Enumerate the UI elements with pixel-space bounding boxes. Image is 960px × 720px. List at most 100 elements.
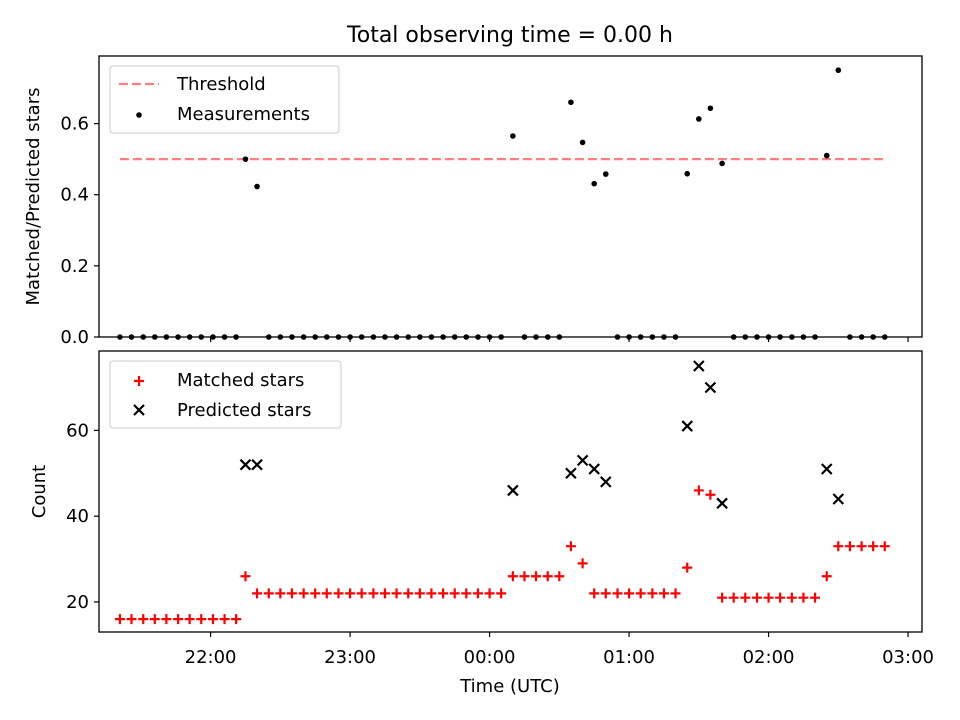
matched-star-point xyxy=(775,592,786,603)
matched-star-point xyxy=(589,588,600,599)
legend-predicted-swatch xyxy=(133,404,145,416)
matched-star-point xyxy=(286,588,297,599)
predicted-star-point xyxy=(251,458,263,471)
ratio-y-tick-label: 0.6 xyxy=(60,114,89,135)
measurement-point xyxy=(707,105,714,112)
count-legend-frame xyxy=(109,360,342,429)
matched-star-point xyxy=(184,614,195,625)
chart-title: Total observing time = 0.00 h xyxy=(346,23,673,48)
matched-star-point xyxy=(321,588,332,599)
matched-star-point xyxy=(356,588,367,599)
x-tick-label: 01:00 xyxy=(603,647,655,668)
matched-star-point xyxy=(670,588,681,599)
matched-star-point xyxy=(531,571,542,582)
matched-star-point xyxy=(705,489,716,500)
matched-star-point xyxy=(310,588,321,599)
count-y-tick-label: 40 xyxy=(66,506,89,527)
predicted-star-point xyxy=(565,467,577,480)
predicted-star-point xyxy=(681,420,694,432)
predicted-star-point xyxy=(704,381,717,394)
measurement-point xyxy=(719,160,725,167)
matched-star-point xyxy=(161,614,172,625)
matched-star-point xyxy=(647,588,658,599)
matched-star-point xyxy=(333,588,344,599)
matched-star-point xyxy=(379,588,390,599)
matched-star-point xyxy=(461,588,472,599)
count-panel: 20 40 60 Count Matched stars Predicted sta… xyxy=(29,350,923,633)
matched-stars-series xyxy=(114,485,890,625)
matched-star-point xyxy=(624,588,635,599)
matched-star-point xyxy=(231,614,242,625)
ratio-y-tick-label: 0.4 xyxy=(60,185,89,206)
matched-star-point xyxy=(833,541,844,552)
predicted-star-point xyxy=(693,360,705,372)
predicted-star-point xyxy=(599,476,612,488)
matched-star-point xyxy=(868,541,879,552)
matched-star-point xyxy=(565,541,576,552)
matched-star-point xyxy=(298,588,309,599)
matched-star-point xyxy=(403,588,414,599)
matched-star-point xyxy=(635,588,646,599)
matched-star-point xyxy=(519,571,530,582)
count-panel-frame xyxy=(98,350,923,633)
matched-star-point xyxy=(740,592,751,603)
matched-star-point xyxy=(844,541,855,552)
predicted-star-point xyxy=(239,458,252,471)
x-tick-label: 23:00 xyxy=(324,647,376,668)
x-tick-label: 02:00 xyxy=(743,647,795,668)
matched-star-point xyxy=(856,541,867,552)
matched-star-point xyxy=(449,588,460,599)
matched-star-point xyxy=(682,562,693,573)
matched-star-point xyxy=(798,592,809,603)
matched-star-point xyxy=(138,614,149,625)
predicted-star-point xyxy=(820,463,833,475)
predicted-star-point xyxy=(588,463,600,475)
legend-matched-swatch xyxy=(134,376,144,386)
matched-star-point xyxy=(149,614,160,625)
x-axis-ticks: 22:00 23:00 00:00 01:00 02:00 03:00 xyxy=(185,337,934,668)
ratio-legend: Threshold Measurements xyxy=(109,65,340,134)
matched-star-point xyxy=(496,588,507,599)
matched-star-point xyxy=(728,592,739,603)
matched-star-point xyxy=(219,614,230,625)
matched-star-point xyxy=(368,588,379,599)
measurement-point xyxy=(823,152,830,159)
matched-star-point xyxy=(554,571,565,582)
matched-star-point xyxy=(426,588,437,599)
predicted-stars-series xyxy=(239,360,845,510)
x-tick-label: 22:00 xyxy=(185,647,237,668)
matched-star-point xyxy=(751,592,762,603)
count-y-tick-label: 20 xyxy=(66,592,89,613)
matched-star-point xyxy=(263,588,274,599)
matched-star-point xyxy=(821,571,832,582)
matched-star-point xyxy=(658,588,669,599)
measurement-point xyxy=(684,170,691,177)
measurement-point xyxy=(591,180,597,187)
matched-star-point xyxy=(114,614,125,625)
matched-star-point xyxy=(810,592,821,603)
matched-star-point xyxy=(786,592,797,603)
predicted-star-point xyxy=(716,497,728,510)
matched-star-point xyxy=(196,614,207,625)
matched-star-point xyxy=(879,541,890,552)
matched-star-point xyxy=(207,614,218,625)
matched-star-point xyxy=(717,592,728,603)
predicted-star-point xyxy=(832,493,845,505)
matched-star-point xyxy=(542,571,553,582)
legend-matched-label: Matched stars xyxy=(177,370,304,391)
predicted-star-point xyxy=(507,484,519,497)
matched-star-point xyxy=(345,588,356,599)
measurement-point xyxy=(254,183,260,190)
ratio-y-tick-label: 0.2 xyxy=(60,256,89,277)
matched-star-point xyxy=(577,558,588,569)
ratio-panel-frame xyxy=(98,55,923,338)
count-legend: Matched stars Predicted stars xyxy=(109,360,342,429)
ratio-panel: 0.0 0.2 0.4 0.6 Matched/Predicted stars Thr… xyxy=(23,55,923,348)
matched-star-point xyxy=(173,614,184,625)
matched-star-point xyxy=(484,588,495,599)
x-tick-label: 00:00 xyxy=(464,647,516,668)
ratio-legend-frame xyxy=(109,65,340,134)
count-y-tick-label: 60 xyxy=(66,420,89,441)
measurement-point xyxy=(602,171,609,177)
